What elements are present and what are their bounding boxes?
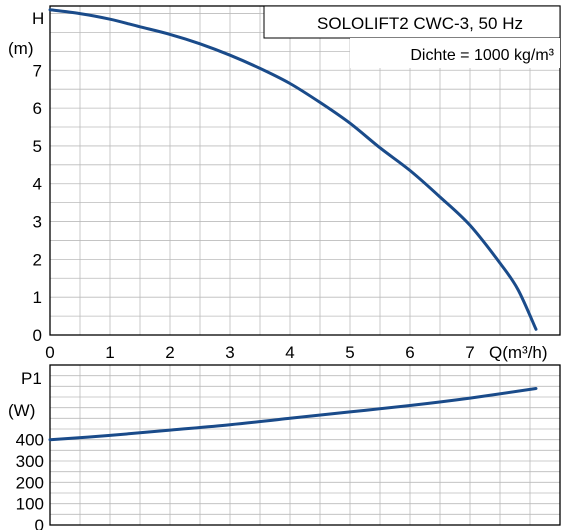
p1-curve <box>48 387 538 442</box>
p1-y-tick-label: 100 <box>16 495 44 514</box>
chart-subtitle: Dichte = 1000 kg/m³ <box>410 47 554 64</box>
h-y-tick-label: 6 <box>33 99 42 118</box>
curves <box>48 8 538 442</box>
title-box <box>263 5 561 39</box>
p1-y-tick-label: 300 <box>16 452 44 471</box>
p1-y-tick-label: 400 <box>16 431 44 450</box>
chart-title: SOLOLIFT2 CWC-3, 50 Hz <box>317 14 523 33</box>
p1-axis-unit: (W) <box>8 401 35 420</box>
q-x-tick-label: 1 <box>105 343 114 362</box>
h-y-tick-label: 4 <box>33 175 42 194</box>
p1-axis-symbol: P1 <box>21 369 42 388</box>
q-axis-label: Q(m³/h) <box>489 343 548 362</box>
h-y-tick-label: 2 <box>33 250 42 269</box>
h-y-tick-label: 5 <box>33 137 42 156</box>
h-axis-symbol: H <box>32 9 44 28</box>
q-x-tick-label: 5 <box>345 343 354 362</box>
q-x-tick-label: 0 <box>45 343 54 362</box>
q-x-tick-label: 6 <box>405 343 414 362</box>
h-y-tick-label: 7 <box>33 61 42 80</box>
h-y-tick-label: 0 <box>33 326 42 345</box>
q-x-tick-label: 7 <box>465 343 474 362</box>
h-y-tick-label: 3 <box>33 213 42 232</box>
tick-labels: 0 1 2 3 4 5 6 7 0 1 2 3 4 5 6 7 0 100 200 300 400 <box>16 61 475 530</box>
q-x-tick-label: 4 <box>285 343 294 362</box>
p1-chart-grid <box>49 365 561 525</box>
subtitle-box <box>350 38 560 68</box>
q-x-tick-label: 3 <box>225 343 234 362</box>
h-y-tick-label: 1 <box>33 288 42 307</box>
p1-y-tick-label: 200 <box>16 473 44 492</box>
h-curve <box>48 8 538 331</box>
h-axis-unit: (m) <box>8 39 33 58</box>
p1-y-tick-label: 0 <box>35 516 44 530</box>
p1-chart-frame <box>49 364 561 526</box>
q-x-tick-label: 2 <box>165 343 174 362</box>
